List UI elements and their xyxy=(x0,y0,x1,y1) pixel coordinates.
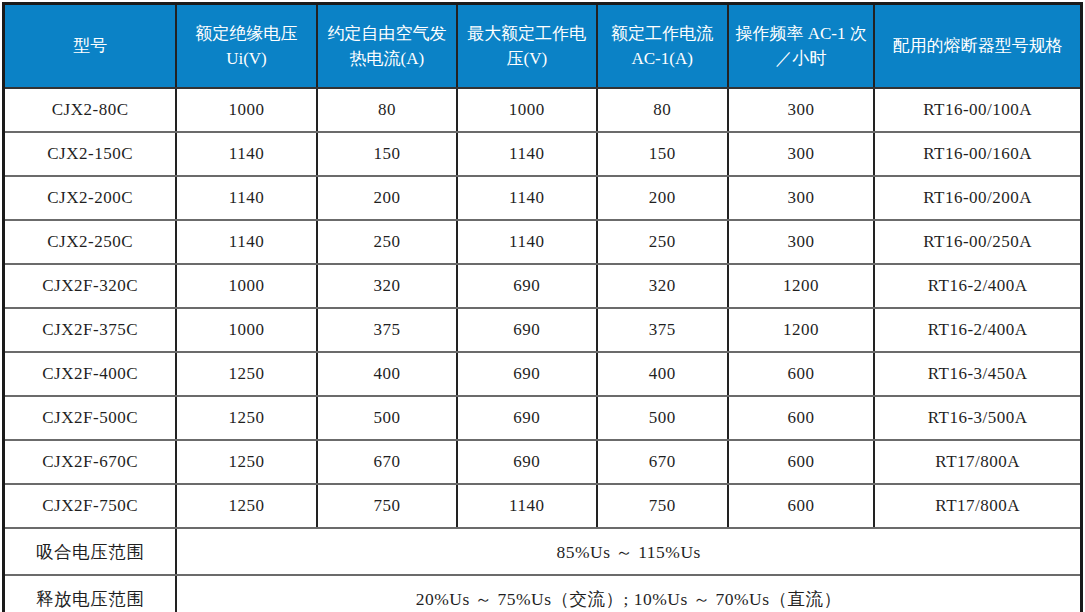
value-cell: 500 xyxy=(597,396,728,440)
value-cell: 1140 xyxy=(457,176,596,220)
model-cell: CJX2F-320C xyxy=(4,264,177,308)
table-row: CJX2-250C11402501140250300RT16-00/250A xyxy=(4,220,1082,264)
table-row: CJX2F-500C1250500690500600RT16-3/500A xyxy=(4,396,1082,440)
table-row: CJX2F-670C1250670690670600RT17/800A xyxy=(4,440,1082,484)
value-cell: 690 xyxy=(457,396,596,440)
value-cell: RT16-00/100A xyxy=(874,88,1081,132)
model-cell: CJX2F-400C xyxy=(4,352,177,396)
value-cell: 600 xyxy=(728,352,874,396)
value-cell: 250 xyxy=(317,220,457,264)
value-cell: RT16-2/400A xyxy=(874,308,1081,352)
value-cell: 750 xyxy=(317,484,457,528)
model-cell: CJX2F-670C xyxy=(4,440,177,484)
table-row: CJX2F-400C1250400690400600RT16-3/450A xyxy=(4,352,1082,396)
value-cell: 690 xyxy=(457,440,596,484)
value-cell: 600 xyxy=(728,484,874,528)
footer-label: 吸合电压范围 xyxy=(4,528,177,575)
value-cell: 300 xyxy=(728,132,874,176)
value-cell: 1000 xyxy=(457,88,596,132)
value-cell: 670 xyxy=(597,440,728,484)
model-cell: CJX2F-750C xyxy=(4,484,177,528)
value-cell: 1200 xyxy=(728,308,874,352)
table-row: CJX2-200C11402001140200300RT16-00/200A xyxy=(4,176,1082,220)
model-cell: CJX2-150C xyxy=(4,132,177,176)
value-cell: 300 xyxy=(728,220,874,264)
value-cell: 1250 xyxy=(176,484,316,528)
value-cell: 1140 xyxy=(457,220,596,264)
value-cell: 600 xyxy=(728,396,874,440)
value-cell: RT17/800A xyxy=(874,484,1081,528)
value-cell: RT16-00/160A xyxy=(874,132,1081,176)
value-cell: 1250 xyxy=(176,396,316,440)
value-cell: 150 xyxy=(317,132,457,176)
spec-table: 型号额定绝缘电压 Ui(V)约定自由空气发热电流(A)最大额定工作电压(V)额定… xyxy=(2,2,1083,612)
table-row: CJX2-150C11401501140150300RT16-00/160A xyxy=(4,132,1082,176)
column-header: 型号 xyxy=(4,4,177,89)
model-cell: CJX2-80C xyxy=(4,88,177,132)
value-cell: 200 xyxy=(317,176,457,220)
value-cell: 690 xyxy=(457,264,596,308)
table-row: CJX2F-320C10003206903201200RT16-2/400A xyxy=(4,264,1082,308)
value-cell: 1250 xyxy=(176,440,316,484)
model-cell: CJX2F-375C xyxy=(4,308,177,352)
value-cell: RT16-3/450A xyxy=(874,352,1081,396)
value-cell: 250 xyxy=(597,220,728,264)
value-cell: 1200 xyxy=(728,264,874,308)
value-cell: 600 xyxy=(728,440,874,484)
value-cell: 1140 xyxy=(176,220,316,264)
value-cell: 1000 xyxy=(176,264,316,308)
column-header: 操作频率 AC-1 次／小时 xyxy=(728,4,874,89)
column-header: 额定绝缘电压 Ui(V) xyxy=(176,4,316,89)
value-cell: 1140 xyxy=(457,484,596,528)
footer-value: 85%Us ～ 115%Us xyxy=(176,528,1081,575)
column-header: 约定自由空气发热电流(A) xyxy=(317,4,457,89)
value-cell: 1000 xyxy=(176,308,316,352)
value-cell: 320 xyxy=(317,264,457,308)
footer-row: 释放电压范围20%Us ～ 75%Us（交流）; 10%Us ～ 70%Us（直… xyxy=(4,575,1082,612)
header-row: 型号额定绝缘电压 Ui(V)约定自由空气发热电流(A)最大额定工作电压(V)额定… xyxy=(4,4,1082,89)
value-cell: 500 xyxy=(317,396,457,440)
value-cell: 1140 xyxy=(457,132,596,176)
value-cell: 375 xyxy=(597,308,728,352)
model-cell: CJX2-250C xyxy=(4,220,177,264)
table-body: CJX2-80C100080100080300RT16-00/100ACJX2-… xyxy=(4,88,1082,528)
value-cell: RT16-3/500A xyxy=(874,396,1081,440)
value-cell: 80 xyxy=(597,88,728,132)
footer-label: 释放电压范围 xyxy=(4,575,177,612)
value-cell: RT16-00/250A xyxy=(874,220,1081,264)
value-cell: 320 xyxy=(597,264,728,308)
table-header: 型号额定绝缘电压 Ui(V)约定自由空气发热电流(A)最大额定工作电压(V)额定… xyxy=(4,4,1082,89)
value-cell: 1250 xyxy=(176,352,316,396)
value-cell: RT16-00/200A xyxy=(874,176,1081,220)
table-row: CJX2F-375C10003756903751200RT16-2/400A xyxy=(4,308,1082,352)
value-cell: 300 xyxy=(728,88,874,132)
value-cell: 1140 xyxy=(176,176,316,220)
page: 型号额定绝缘电压 Ui(V)约定自由空气发热电流(A)最大额定工作电压(V)额定… xyxy=(0,0,1085,612)
model-cell: CJX2-200C xyxy=(4,176,177,220)
value-cell: 80 xyxy=(317,88,457,132)
model-cell: CJX2F-500C xyxy=(4,396,177,440)
value-cell: 200 xyxy=(597,176,728,220)
footer-row: 吸合电压范围85%Us ～ 115%Us xyxy=(4,528,1082,575)
table-row: CJX2F-750C12507501140750600RT17/800A xyxy=(4,484,1082,528)
value-cell: 690 xyxy=(457,308,596,352)
table-row: CJX2-80C100080100080300RT16-00/100A xyxy=(4,88,1082,132)
footer-value: 20%Us ～ 75%Us（交流）; 10%Us ～ 70%Us（直流） xyxy=(176,575,1081,612)
table-footer: 吸合电压范围85%Us ～ 115%Us释放电压范围20%Us ～ 75%Us（… xyxy=(4,528,1082,612)
value-cell: 300 xyxy=(728,176,874,220)
value-cell: 400 xyxy=(317,352,457,396)
value-cell: RT17/800A xyxy=(874,440,1081,484)
value-cell: 1140 xyxy=(176,132,316,176)
column-header: 配用的熔断器型号规格 xyxy=(874,4,1081,89)
value-cell: 750 xyxy=(597,484,728,528)
value-cell: 150 xyxy=(597,132,728,176)
value-cell: 375 xyxy=(317,308,457,352)
column-header: 额定工作电流 AC-1(A) xyxy=(597,4,728,89)
value-cell: 400 xyxy=(597,352,728,396)
value-cell: 670 xyxy=(317,440,457,484)
value-cell: 690 xyxy=(457,352,596,396)
value-cell: 1000 xyxy=(176,88,316,132)
value-cell: RT16-2/400A xyxy=(874,264,1081,308)
column-header: 最大额定工作电压(V) xyxy=(457,4,596,89)
